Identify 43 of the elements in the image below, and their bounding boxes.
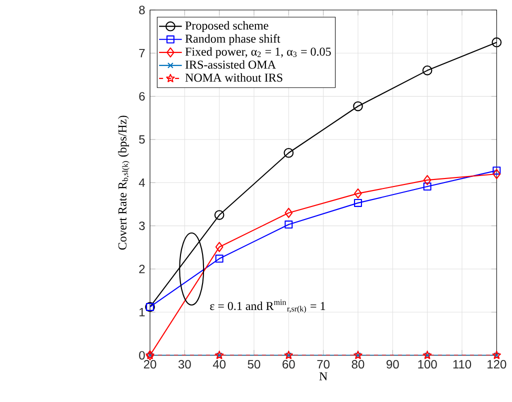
- point: [284, 148, 294, 158]
- x-tick-label: 90: [386, 360, 399, 369]
- x-tick-label: 40: [212, 360, 226, 369]
- point: [492, 168, 501, 180]
- x-tick-label: 80: [352, 360, 364, 369]
- x-tick-label: 100: [418, 360, 437, 369]
- x-tick-label: 20: [144, 360, 156, 369]
- x-tick-label: 30: [178, 360, 191, 369]
- x-axis-title: N: [319, 372, 328, 380]
- legend-label: Proposed scheme: [185, 21, 268, 32]
- point: [354, 188, 362, 199]
- point: [214, 210, 224, 220]
- x-tick-label: 50: [248, 360, 260, 369]
- x-tick-label: 60: [282, 360, 295, 369]
- y-tick-label: 7: [139, 49, 145, 58]
- annotation: ε = 0.1 and R$^{min}$$_{r,sr(k)}$ = 1: [210, 300, 326, 314]
- point: [492, 166, 501, 175]
- point: [422, 65, 432, 76]
- y-tick-label: 1: [140, 308, 145, 316]
- legend-label: NOMA without IRS: [185, 73, 282, 82]
- y-tick-label: 2: [139, 264, 145, 274]
- legend-label: Fixed power, α$_{2}$ = 1, α$_{3}$ = 0.05: [185, 47, 331, 58]
- x-tick-label: 70: [317, 360, 330, 369]
- x-tick-label: 120: [488, 360, 506, 369]
- y-tick-label: 4: [138, 178, 145, 187]
- point: [284, 208, 293, 218]
- y-axis-title: Covert Rate R$_{b,sl(k)}$ (bps/Hz): [118, 116, 130, 250]
- point: [215, 254, 224, 263]
- point: [215, 242, 224, 252]
- y-tick-label: 3: [139, 222, 145, 230]
- legend-label: IRS-assisted OMA: [185, 60, 276, 69]
- y-tick-label: 8: [139, 6, 145, 14]
- point: [353, 101, 363, 112]
- y-tick-label: 5: [139, 135, 145, 144]
- point: [492, 37, 502, 48]
- point: [423, 175, 432, 186]
- point: [354, 198, 362, 207]
- x-tick-label: 110: [453, 360, 472, 369]
- point: [423, 182, 432, 191]
- y-tick-label: 6: [139, 92, 145, 101]
- legend-label: Random phase shift: [185, 34, 280, 46]
- y-tick-label: 0: [139, 351, 145, 360]
- point: [284, 220, 293, 229]
